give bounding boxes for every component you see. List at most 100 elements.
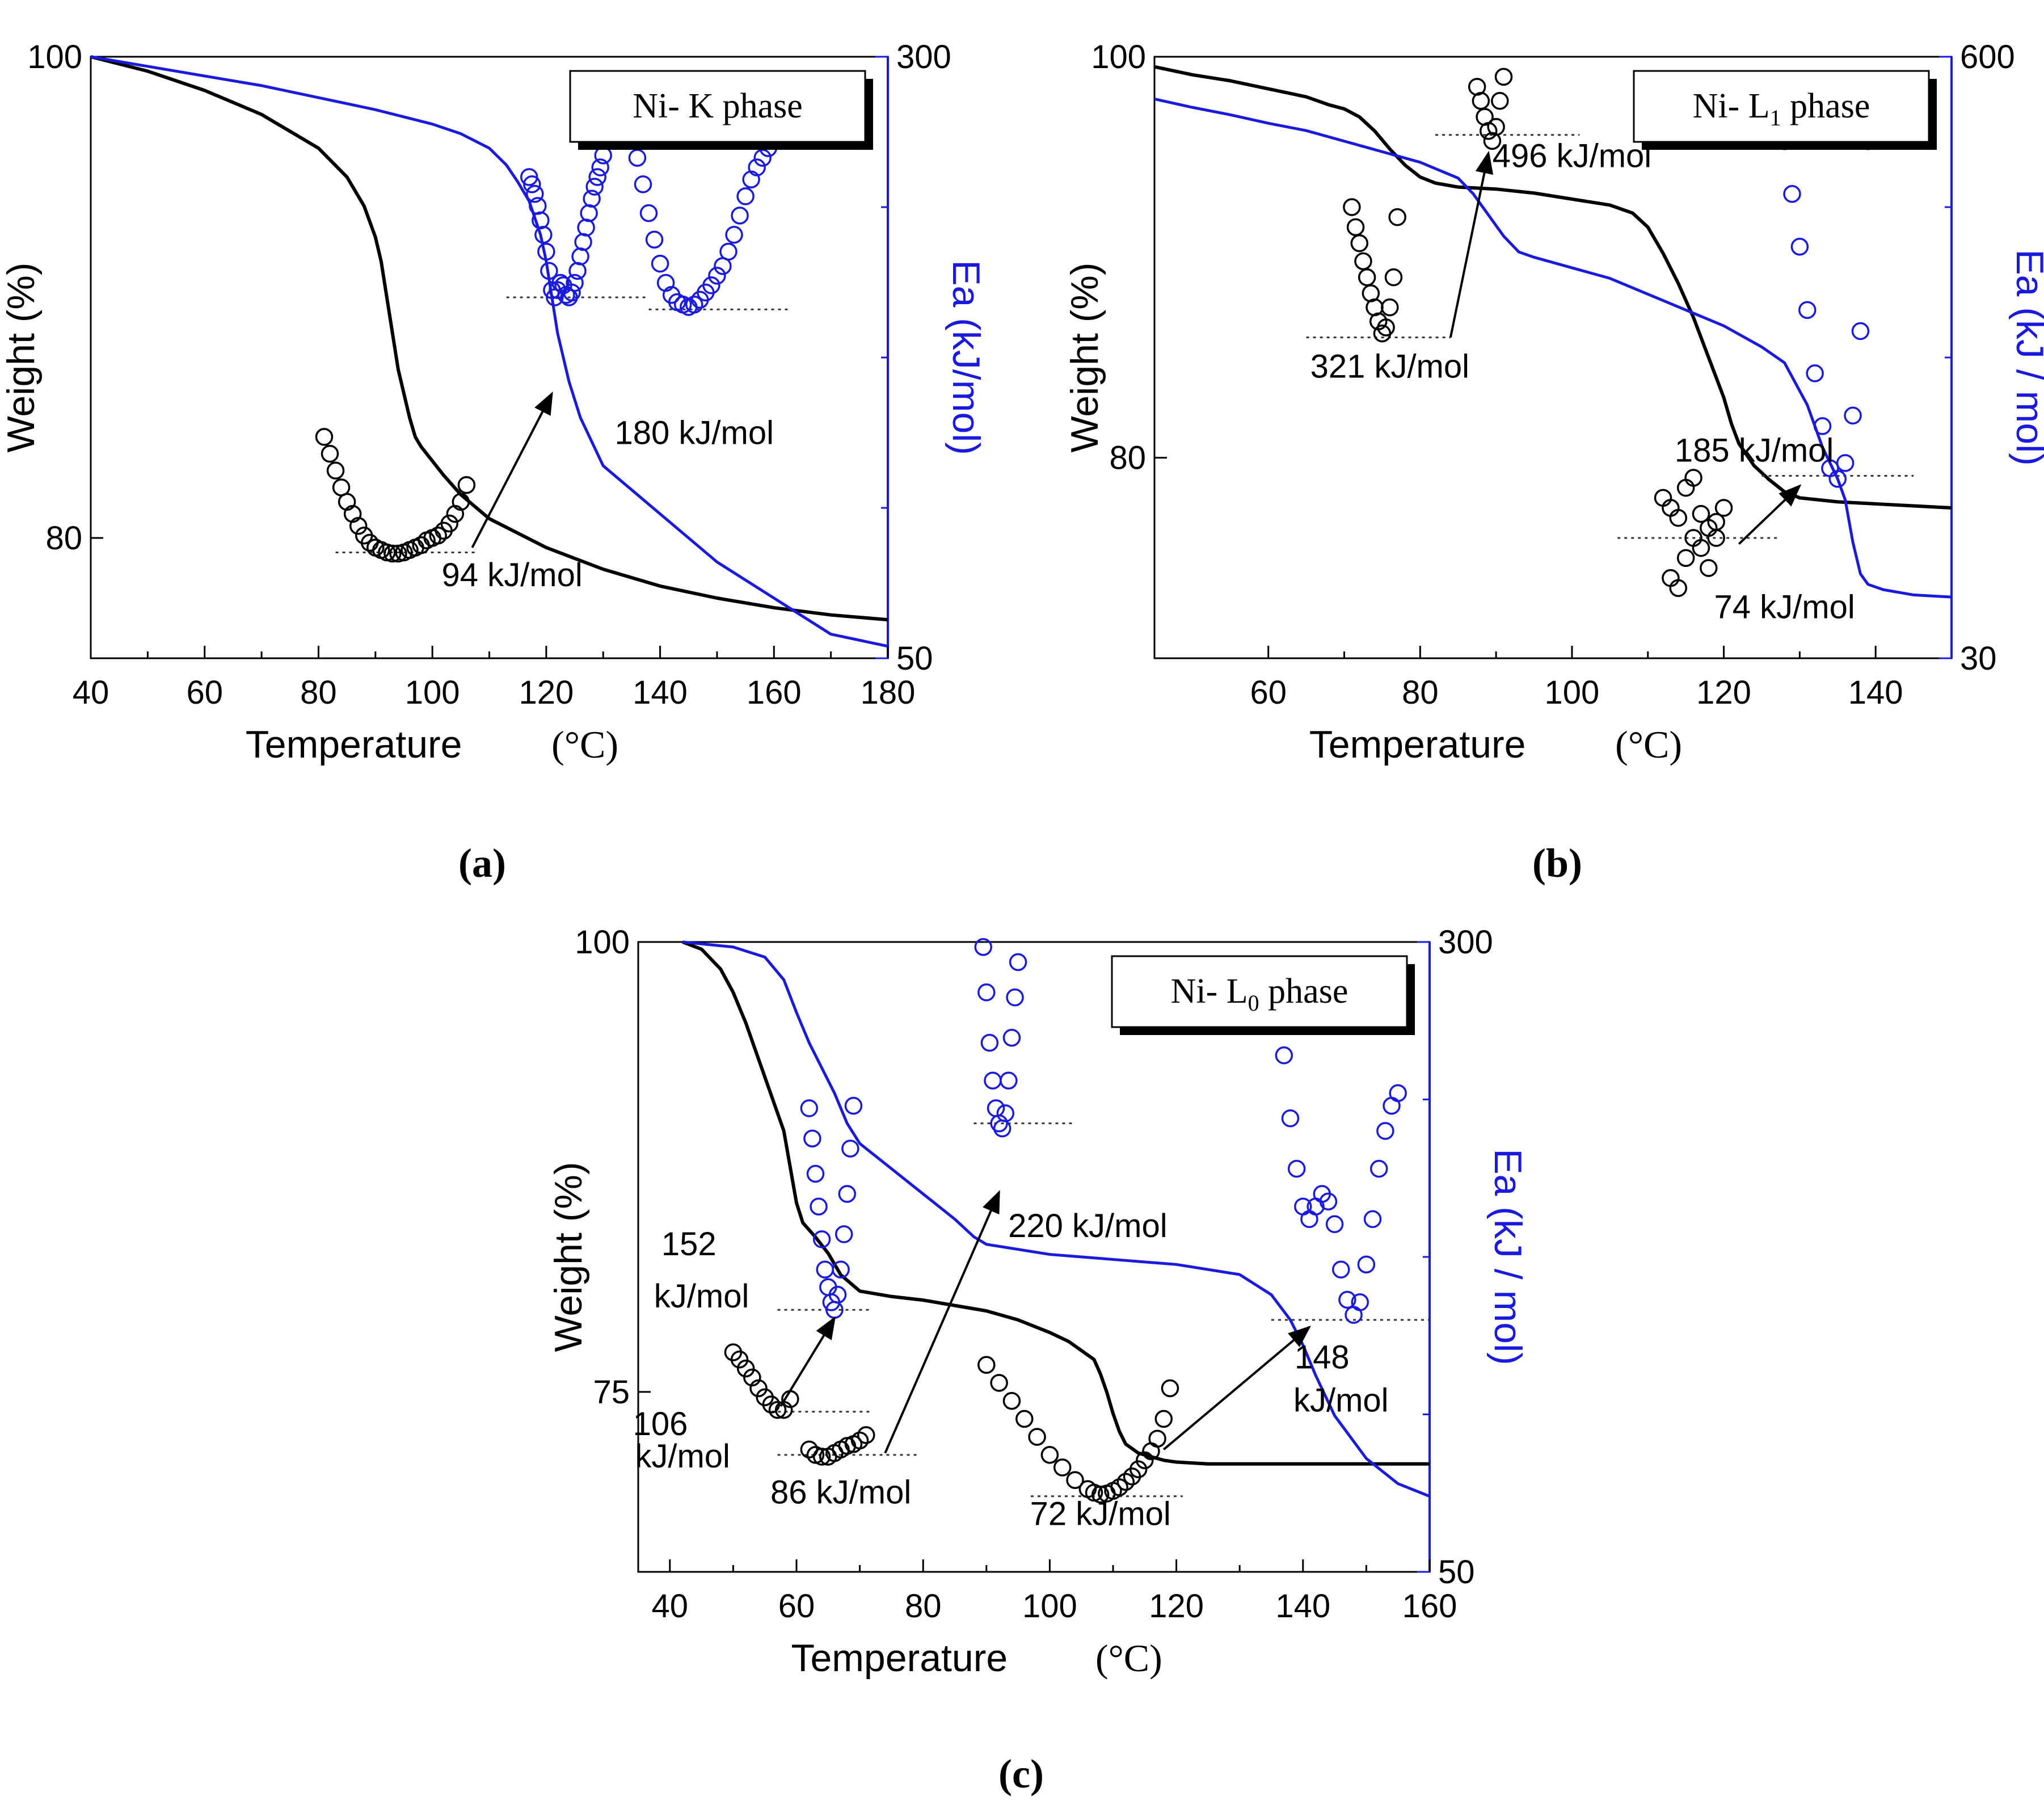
- chart-c-point-s0-14: [844, 1096, 863, 1115]
- chart-a-xtick-label-1: 60: [186, 674, 223, 711]
- chart-b-xtick-label-1: 80: [1402, 674, 1439, 711]
- chart-a-point-s2-13: [702, 276, 720, 295]
- chart-c-xtick-label-5: 140: [1275, 1588, 1330, 1625]
- chart-c-xtick-label-1: 60: [778, 1588, 815, 1625]
- chart-a-point-s2-22: [753, 149, 772, 167]
- subfig-label-a: (a): [458, 840, 506, 886]
- chart-a-point-s1-22: [583, 190, 601, 208]
- chart-b-arrow-1: [1738, 484, 1802, 545]
- chart-c-point-s2-10: [1332, 1260, 1350, 1278]
- chart-a-point-s1-20: [577, 218, 595, 237]
- chart-a-point-s2-21: [748, 158, 766, 176]
- chart-a-point-s1-2: [526, 184, 544, 203]
- chart-b-title-box: [1633, 70, 1930, 143]
- chart-c-point-s4-8: [850, 1431, 869, 1450]
- chart-c-annotation-1: kJ/mol: [654, 1278, 749, 1315]
- chart-c-point-s2-8: [1319, 1192, 1338, 1211]
- chart-b-xtick-label-3: 120: [1696, 674, 1751, 711]
- chart-c-point-s1-8: [1000, 1071, 1018, 1090]
- chart-c-point-s1-10: [1006, 988, 1024, 1007]
- chart-a-point-s1-6: [537, 242, 555, 261]
- chart-b-point-s1-7: [1494, 68, 1513, 86]
- chart-c-point-s0-9: [828, 1285, 847, 1304]
- chart-b-ytick-label-1: 100: [1091, 39, 1146, 75]
- chart-b-annotation-3: 74 kJ/mol: [1714, 588, 1855, 625]
- chart-c-point-s1-4: [987, 1099, 1005, 1117]
- chart-a-point-s1-5: [534, 226, 553, 244]
- chart-c-xtick-label-2: 80: [905, 1588, 942, 1625]
- chart-c-point-s5-20: [1154, 1410, 1173, 1428]
- panel-a: 40 60 80 100 120 140 160 180 80 100 50 300 Temperatu…: [0, 39, 988, 766]
- chart-a-ytick-label-1: 100: [27, 39, 82, 75]
- chart-a-point-s2-1: [634, 175, 652, 194]
- chart-a-point-s2-2: [639, 204, 658, 222]
- chart-a-point-s1-18: [571, 247, 589, 266]
- chart-a-point-s0-24: [452, 493, 470, 511]
- chart-c-point-s2-16: [1369, 1159, 1388, 1178]
- chart-b-y2tick-label-0: 30: [1960, 640, 1997, 677]
- chart-c-xtick-label-4: 120: [1149, 1588, 1204, 1625]
- chart-a-title-box: [569, 70, 866, 143]
- chart-c-point-s0-3: [810, 1197, 828, 1215]
- chart-a-xtick-label-3: 100: [405, 674, 460, 711]
- chart-a-point-s1-16: [566, 274, 584, 292]
- chart-a-point-s1-19: [574, 233, 592, 251]
- chart-c-point-s1-11: [1009, 953, 1027, 971]
- chart-c-point-s0-13: [841, 1139, 859, 1158]
- chart-c-point-s1-7: [996, 1104, 1015, 1122]
- chart-a-point-s2-19: [736, 187, 755, 205]
- chart-b-point-s3-14: [1700, 559, 1718, 577]
- chart-c-point-s2-1: [1275, 1046, 1293, 1065]
- chart-b-point-s0-10: [1381, 298, 1399, 317]
- chart-c-point-s2-2: [1281, 1109, 1300, 1128]
- chart-b-ytick-label-0: 80: [1109, 440, 1146, 477]
- chart-a-point-s2-18: [731, 207, 749, 225]
- chart-b-point-s2-3: [1798, 301, 1817, 319]
- chart-a-xtick-label-4: 120: [519, 674, 574, 711]
- chart-a-point-s2-17: [725, 226, 743, 244]
- chart-a-point-s1-23: [585, 178, 604, 196]
- chart-c-point-s4-2: [812, 1448, 831, 1466]
- chart-a-annotation-0: 94 kJ/mol: [442, 557, 583, 594]
- chart-c-annotation-4: kJ/mol: [635, 1438, 730, 1475]
- chart-a-ea-curve: [90, 55, 888, 648]
- chart-c-point-s0-2: [806, 1164, 825, 1183]
- chart-c-point-s1-1: [977, 983, 996, 1002]
- chart-c-point-s5-17: [1136, 1451, 1154, 1470]
- chart-c-arrow-1: [884, 1190, 1000, 1454]
- chart-c-point-s0-1: [803, 1129, 821, 1148]
- chart-c-title-suffix: phase: [1259, 972, 1348, 1011]
- chart-a-title-main: Ni- K phase: [633, 87, 803, 125]
- chart-a-point-s0-6: [349, 517, 368, 535]
- chart-a-title: Ni- K phase: [633, 87, 803, 125]
- chart-b-point-s3-15: [1707, 512, 1725, 531]
- chart-c-point-s0-11: [835, 1225, 853, 1243]
- chart-c-xtick-label-0: 40: [652, 1588, 689, 1625]
- chart-a-point-s1-15: [563, 283, 581, 302]
- chart-c-point-s1-9: [1002, 1028, 1021, 1047]
- chart-b-point-s3-4: [1684, 469, 1702, 487]
- chart-a-y2tick-label-1: 300: [896, 39, 951, 75]
- chart-a-point-s1-25: [591, 158, 609, 176]
- chart-c-annotation-0: 152: [661, 1226, 717, 1263]
- chart-c-point-s0-4: [812, 1230, 831, 1248]
- chart-a-ytick-label-0: 80: [45, 520, 82, 557]
- chart-c-xunit: (°C): [1095, 1637, 1162, 1680]
- chart-b-annotation-0: 496 kJ/mol: [1493, 137, 1651, 174]
- chart-c-xlabel: Temperature: [791, 1637, 1008, 1680]
- chart-a-point-s1-24: [588, 168, 606, 186]
- chart-b-point-s3-8: [1714, 499, 1733, 517]
- chart-c-point-s2-15: [1363, 1210, 1382, 1229]
- chart-c-title: Ni- L0 phase: [1171, 972, 1348, 1016]
- chart-c-point-s5-14: [1116, 1473, 1135, 1491]
- chart-c-point-s5-19: [1148, 1429, 1166, 1448]
- chart-c-title-box: [1111, 955, 1408, 1028]
- chart-c-point-s5-2: [1002, 1391, 1021, 1410]
- chart-a-point-s2-0: [628, 149, 647, 167]
- chart-b-point-s1-5: [1487, 117, 1505, 136]
- chart-b-point-s2-4: [1806, 364, 1824, 382]
- chart-b-y2label: Ea (kJ / mol): [2008, 249, 2044, 466]
- chart-c-point-s2-13: [1351, 1293, 1369, 1311]
- chart-a-point-s1-21: [580, 204, 598, 222]
